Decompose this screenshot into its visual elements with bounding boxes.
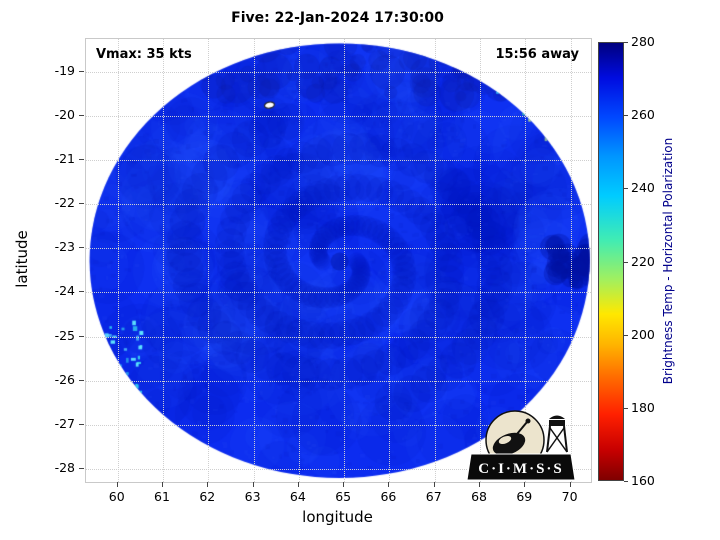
x-tick-label: 70 <box>561 489 578 504</box>
gridline-vertical <box>570 39 572 482</box>
y-tick-mark <box>79 247 84 249</box>
x-axis-label: longitude <box>302 508 373 526</box>
y-tick-label: -22 <box>54 195 75 211</box>
colorbar-tick-label: 180 <box>631 399 655 415</box>
gridline-vertical <box>253 39 255 482</box>
gridline-horizontal <box>86 424 591 426</box>
colorbar-tick-label: 220 <box>631 253 655 269</box>
gridline-horizontal <box>86 204 591 206</box>
cimss-logo: C·I·M·S·S <box>466 410 576 481</box>
gridline-horizontal <box>86 72 591 74</box>
y-axis-label: latitude <box>13 230 31 288</box>
x-tick-label: 64 <box>289 489 306 504</box>
gridline-vertical <box>162 39 164 482</box>
y-tick-label: -19 <box>54 63 75 79</box>
y-tick-label: -23 <box>54 239 75 255</box>
colorbar-tick-mark <box>624 407 628 409</box>
x-tick-mark <box>252 482 254 487</box>
x-tick-label: 62 <box>199 489 216 504</box>
x-tick-label: 67 <box>425 489 442 504</box>
y-tick-label: -21 <box>54 151 75 167</box>
gridline-horizontal <box>86 468 591 470</box>
y-tick-mark <box>79 291 84 293</box>
cimss-logo-text: C·I·M·S·S <box>478 461 564 477</box>
colorbar-tick-mark <box>624 115 628 117</box>
satellite-image <box>86 39 591 482</box>
gridline-vertical <box>525 39 527 482</box>
x-tick-mark <box>479 482 481 487</box>
y-tick-mark <box>79 159 84 161</box>
y-tick-mark <box>79 115 84 117</box>
x-tick-label: 60 <box>108 489 125 504</box>
x-tick-mark <box>161 482 163 487</box>
gridline-horizontal <box>86 116 591 118</box>
x-tick-label: 69 <box>516 489 533 504</box>
gridline-vertical <box>434 39 436 482</box>
x-tick-label: 65 <box>335 489 352 504</box>
satellite-dish-icon <box>492 418 531 456</box>
colorbar <box>598 42 624 481</box>
logo-banner <box>466 453 576 481</box>
x-tick-mark <box>207 482 209 487</box>
colorbar-tick-mark <box>624 188 628 190</box>
gridline-horizontal <box>86 380 591 382</box>
y-tick-mark <box>79 423 84 425</box>
y-tick-label: -24 <box>54 283 75 299</box>
x-tick-mark <box>433 482 435 487</box>
gridline-horizontal <box>86 160 591 162</box>
x-tick-mark <box>569 482 571 487</box>
x-tick-mark <box>343 482 345 487</box>
chart-title: Five: 22-Jan-2024 17:30:00 <box>231 10 444 26</box>
y-tick-label: -25 <box>54 327 75 343</box>
y-tick-mark <box>79 379 84 381</box>
gridline-vertical <box>208 39 210 482</box>
colorbar-tick-label: 240 <box>631 180 655 196</box>
x-tick-label: 68 <box>471 489 487 504</box>
x-tick-label: 61 <box>154 489 170 504</box>
plot-area: Vmax: 35 kts 15:56 away C·I·M·S·S <box>85 38 592 483</box>
colorbar-tick-label: 160 <box>631 473 655 488</box>
y-tick-label: -27 <box>54 415 75 431</box>
y-tick-mark <box>79 335 84 337</box>
y-tick-mark <box>79 203 84 205</box>
y-tick-label: -26 <box>54 371 75 387</box>
colorbar-tick-label: 260 <box>631 107 655 123</box>
y-tick-label: -20 <box>54 107 75 123</box>
gridline-vertical <box>389 39 391 482</box>
colorbar-tick-label: 200 <box>631 326 655 342</box>
gridline-vertical <box>298 39 300 482</box>
water-tower-icon <box>546 415 568 453</box>
x-tick-mark <box>116 482 118 487</box>
x-tick-label: 63 <box>244 489 261 504</box>
y-tick-mark <box>79 71 84 73</box>
colorbar-tick-mark <box>624 42 628 43</box>
gridline-horizontal <box>86 248 591 250</box>
gridline-vertical <box>344 39 346 482</box>
gridline-vertical <box>117 39 119 482</box>
colorbar-tick-mark <box>624 261 628 263</box>
vmax-annotation: Vmax: 35 kts <box>96 47 192 62</box>
time-away-annotation: 15:56 away <box>495 47 579 62</box>
x-tick-mark <box>388 482 390 487</box>
y-tick-mark <box>79 467 84 469</box>
colorbar-tick-mark <box>624 334 628 336</box>
colorbar-tick-mark <box>624 481 628 482</box>
gridline-vertical <box>480 39 482 482</box>
x-tick-mark <box>524 482 526 487</box>
x-tick-mark <box>297 482 299 487</box>
gridline-horizontal <box>86 336 591 338</box>
gridline-horizontal <box>86 292 591 294</box>
x-tick-label: 66 <box>380 489 397 504</box>
y-tick-label: -28 <box>54 459 75 475</box>
colorbar-tick-label: 280 <box>631 34 655 49</box>
